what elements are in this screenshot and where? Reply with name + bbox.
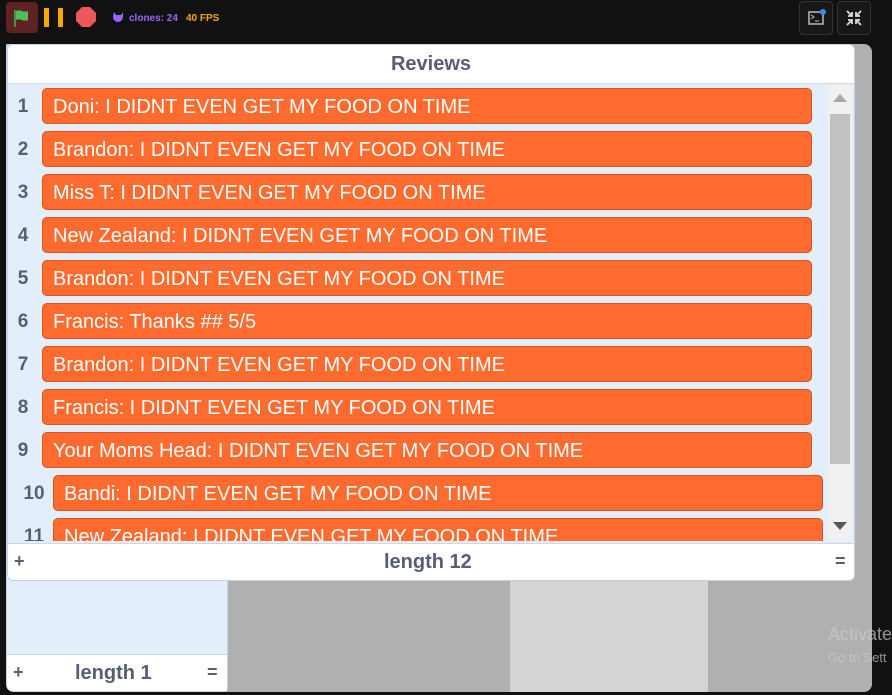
item-index: 4	[17, 225, 29, 246]
item-value[interactable]: Francis: I DIDNT EVEN GET MY FOOD ON TIM…	[42, 389, 812, 425]
item-value[interactable]: Your Moms Head: I DIDNT EVEN GET MY FOOD…	[42, 432, 812, 468]
list-rows[interactable]: 1 Doni: I DIDNT EVEN GET MY FOOD ON TIME 2…	[8, 84, 828, 541]
item-index: 9	[17, 440, 29, 461]
item-index: 1	[17, 96, 29, 117]
item-value[interactable]: Brandon: I DIDNT EVEN GET MY FOOD ON TIM…	[42, 131, 812, 167]
item-index: 5	[17, 268, 29, 289]
scroll-down-icon[interactable]	[833, 522, 847, 530]
terminal-icon	[808, 9, 826, 25]
item-index: 2	[17, 139, 29, 160]
item-index: 8	[17, 397, 29, 418]
item-index: 6	[17, 311, 29, 332]
stop-button[interactable]	[76, 7, 96, 27]
add-item-button[interactable]: +	[14, 551, 25, 571]
item-index: 7	[17, 354, 29, 375]
topbar: clones: 24 40 FPS	[0, 0, 892, 36]
list-length: length 12	[384, 551, 472, 573]
flag-icon	[14, 10, 28, 27]
add-item-button[interactable]: +	[13, 662, 24, 682]
item-index: 11	[23, 526, 45, 541]
exit-fullscreen-button[interactable]	[837, 1, 871, 35]
list-footer: + length 1 =	[7, 654, 227, 691]
scrollbar-thumb[interactable]	[830, 114, 850, 464]
clone-icon	[113, 12, 123, 22]
item-value[interactable]: New Zealand: I DIDNT EVEN GET MY FOOD ON…	[53, 518, 823, 541]
stage: + length 1 = Reviews 1 Doni: I DIDNT EVEN…	[6, 44, 872, 692]
list-length: length 1	[75, 662, 152, 684]
item-value[interactable]: Francis: Thanks ## 5/5	[42, 303, 812, 339]
pause-button[interactable]	[44, 8, 64, 27]
activation-watermark: Activate	[828, 624, 892, 644]
scrollbar[interactable]	[828, 84, 852, 541]
resize-handle[interactable]: =	[835, 551, 846, 571]
fps-counter: 40 FPS	[186, 13, 220, 24]
item-index: 3	[17, 182, 29, 203]
green-flag-button[interactable]	[6, 2, 38, 33]
list-monitor-reviews: Reviews 1 Doni: I DIDNT EVEN GET MY FOOD …	[7, 44, 855, 581]
console-button[interactable]	[799, 1, 833, 35]
item-value[interactable]: Doni: I DIDNT EVEN GET MY FOOD ON TIME	[42, 88, 812, 124]
list-title: Reviews	[8, 45, 854, 84]
scroll-up-icon[interactable]	[833, 94, 847, 102]
item-value[interactable]: Bandi: I DIDNT EVEN GET MY FOOD ON TIME	[53, 475, 823, 511]
minimize-icon	[846, 10, 862, 26]
activation-watermark-sub: Go to Sett	[828, 650, 887, 665]
item-value[interactable]: Brandon: I DIDNT EVEN GET MY FOOD ON TIM…	[42, 346, 812, 382]
item-value[interactable]: New Zealand: I DIDNT EVEN GET MY FOOD ON…	[42, 217, 812, 253]
item-index: 10	[23, 483, 45, 504]
clone-count: clones: 24	[129, 13, 178, 24]
list-footer: + length 12 =	[8, 543, 854, 580]
resize-handle[interactable]: =	[207, 662, 218, 682]
item-value[interactable]: Miss T: I DIDNT EVEN GET MY FOOD ON TIME	[42, 174, 812, 210]
item-value[interactable]: Brandon: I DIDNT EVEN GET MY FOOD ON TIM…	[42, 260, 812, 296]
